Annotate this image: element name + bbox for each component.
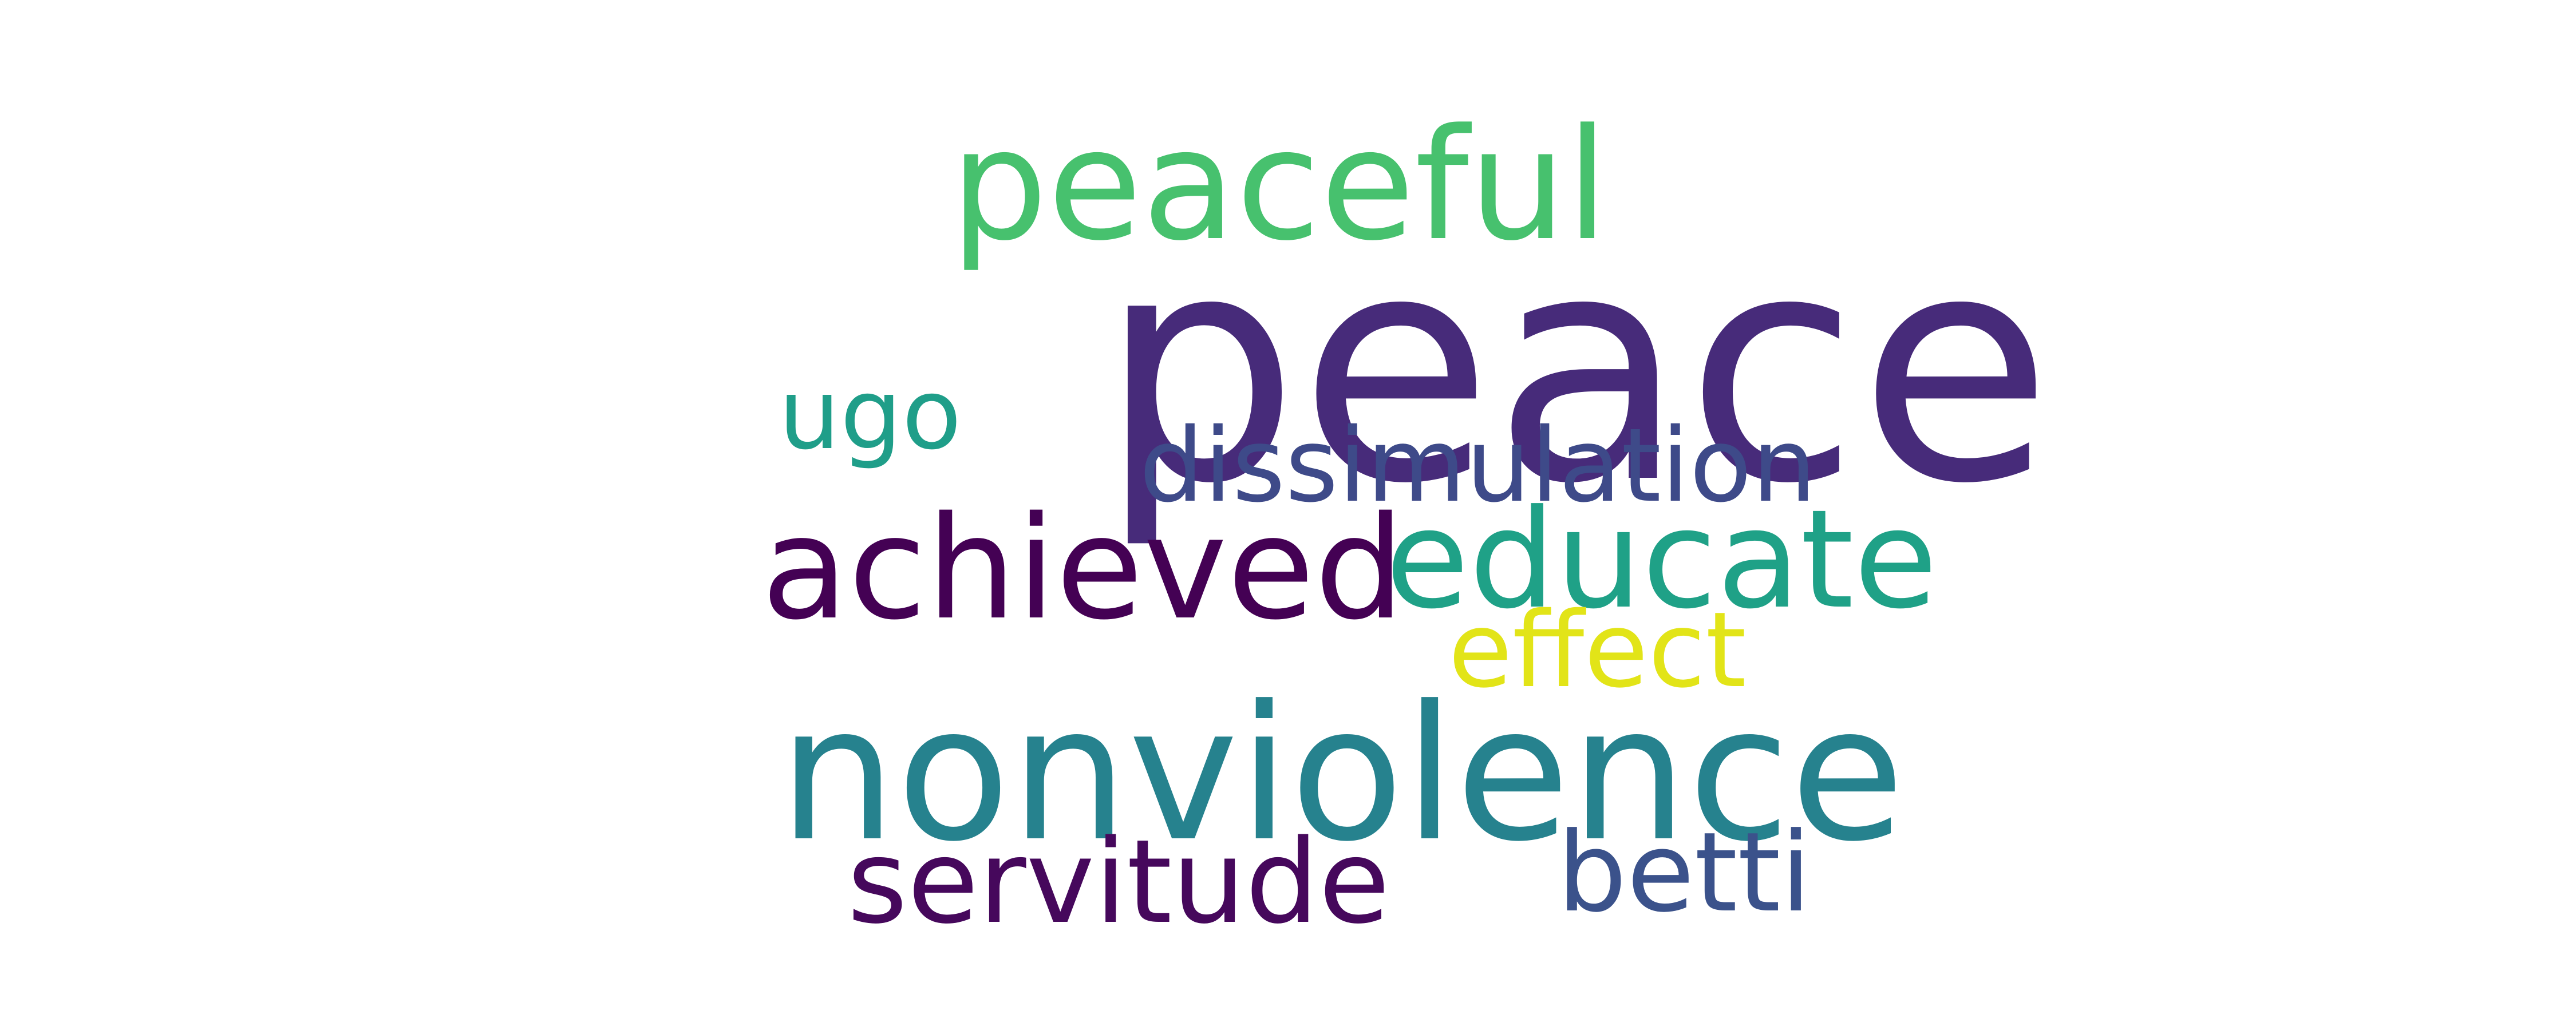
word-effect: effect xyxy=(1448,589,1747,711)
word-dissimulation: dissimulation xyxy=(1139,406,1817,525)
word-peace: peace xyxy=(1099,185,2053,552)
word-ugo: ugo xyxy=(779,358,962,472)
word-educate: educate xyxy=(1385,481,1938,639)
word-peaceful: peaceful xyxy=(950,96,1609,275)
word-achieved: achieved xyxy=(761,486,1405,651)
word-servitude: servitude xyxy=(847,814,1390,949)
word-nonviolence: nonviolence xyxy=(779,665,1905,882)
word-betti: betti xyxy=(1557,809,1811,937)
